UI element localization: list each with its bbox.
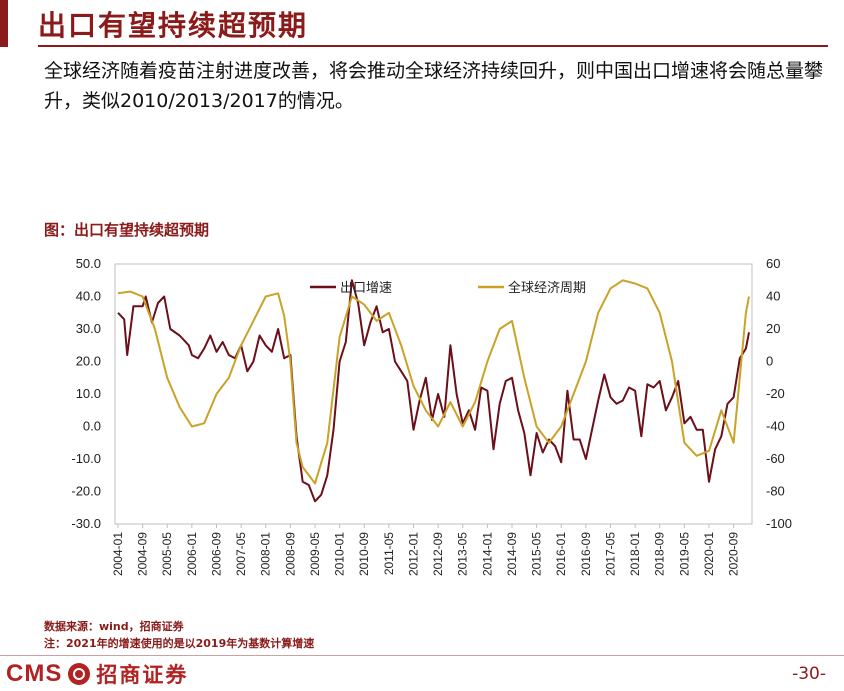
data-source: 数据来源：wind，招商证券 [44,620,184,633]
left-axis-tick-label: -20.0 [71,484,101,499]
plot-area [114,263,753,525]
right-axis-tick-label: -100 [766,516,792,531]
x-axis-tick-label: 2009-05 [308,532,322,576]
x-axis-tick-label: 2013-05 [456,532,470,576]
left-axis-tick-label: -30.0 [71,516,101,531]
x-axis-tick-label: 2010-09 [357,532,371,576]
chart-container: 50.0 40.0 30.0 20.0 10.0 0.0 -10.0 -20.0 -30.0 6… [40,245,830,615]
right-axis-tick-label: -20 [766,386,785,401]
x-axis-tick-label: 2015-05 [530,532,544,576]
logo-chinese-text: 招商证券 [96,663,189,687]
left-axis-tick-label: 10.0 [76,386,101,401]
x-axis-tick-label: 2010-01 [333,532,347,576]
x-axis-tick-label: 2012-09 [431,532,445,576]
left-axis-tick-label: 50.0 [76,256,101,271]
title-divider [38,45,828,47]
x-axis-tick-label: 2006-01 [185,532,199,576]
left-axis-tick-label: -10.0 [71,451,101,466]
x-axis-tick-label: 2020-01 [702,532,716,576]
summary-text: 全球经济随着疫苗注射进度改善，将会推动全球经济持续回升，则中国出口增速将会随总量… [44,60,824,112]
x-axis-tick-label: 2008-09 [283,532,297,576]
x-axis-tick-label: 2008-01 [259,532,273,576]
right-axis-tick-label: 40 [766,289,780,304]
left-axis-tick-label: 40.0 [76,289,101,304]
right-axis-tick-label: 0 [766,354,773,369]
footer-divider [0,655,844,656]
series-line-export-growth [117,279,750,503]
x-axis-tick-label: 2018-01 [628,532,642,576]
x-axis-tick-label: 2017-05 [603,532,617,576]
legend-label: 全球经济周期 [508,280,586,295]
legend-label: 出口增速 [340,280,392,295]
company-logo: CMS 招商证券 [6,660,188,688]
x-axis-tick-label: 2020-09 [727,532,741,576]
x-axis-tick-label: 2005-05 [160,532,174,576]
chart-note: 注：2021年的增速使用的是以2019年为基数计算增速 [44,637,315,650]
right-axis-tick-label: -60 [766,451,785,466]
x-axis-tick-label: 2016-01 [554,532,568,576]
left-axis-tick-label: 20.0 [76,354,101,369]
x-axis-tick-label: 2016-09 [579,532,593,576]
x-axis-tick-label: 2014-01 [480,532,494,576]
x-axis-tick-label: 2012-01 [406,532,420,576]
right-axis-tick-label: 20 [766,321,780,336]
x-axis-tick-label: 2014-09 [505,532,519,576]
right-axis-tick-label: 60 [766,256,780,271]
right-axis-tick-label: -80 [766,484,785,499]
series-line-global-cycle [117,279,750,485]
title-accent-bar [0,0,8,47]
line-chart: 50.0 40.0 30.0 20.0 10.0 0.0 -10.0 -20.0 -30.0 6… [71,256,792,576]
x-axis-tick-label: 2018-09 [653,532,667,576]
logo-cms-text: CMS [6,660,63,687]
figure-caption: 图：出口有望持续超预期 [44,221,210,239]
x-axis-tick-label: 2019-05 [677,532,691,576]
left-axis-tick-label: 0.0 [83,419,101,434]
x-axis-tick-label: 2006-09 [209,532,223,576]
page-number: -30- [792,664,826,684]
x-axis-tick-label: 2007-05 [234,532,248,576]
x-axis-tick-label: 2004-09 [136,532,150,576]
x-axis-tick-label: 2011-05 [382,532,396,575]
logo-emblem-icon [68,663,91,685]
page-title: 出口有望持续超预期 [38,9,309,42]
left-axis-tick-label: 30.0 [76,321,101,336]
x-axis-tick-label: 2004-01 [111,532,125,576]
right-axis-tick-label: -40 [766,419,785,434]
